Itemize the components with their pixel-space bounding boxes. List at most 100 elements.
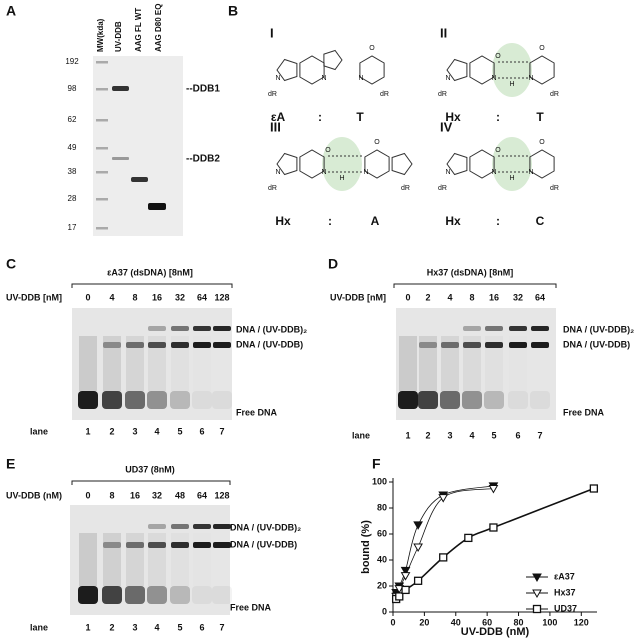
structure-numeral: I	[270, 25, 274, 40]
complex-band	[213, 342, 231, 348]
pairing-highlight	[492, 43, 532, 97]
ring	[276, 152, 298, 176]
atom: O	[495, 53, 501, 60]
band-label: Free DNA	[236, 407, 278, 417]
free-band	[212, 391, 232, 409]
dimer-band	[193, 326, 211, 331]
smear	[103, 336, 121, 391]
concentration: 4	[109, 292, 114, 302]
concentration: 16	[152, 292, 162, 302]
point	[395, 592, 404, 601]
sugar: dR	[380, 91, 389, 98]
concentration: 32	[152, 490, 162, 500]
point	[489, 523, 498, 532]
lane-number: 6	[199, 622, 204, 632]
free-band	[192, 391, 212, 409]
marker-band	[96, 88, 108, 91]
mw-label: 98	[68, 84, 77, 93]
point	[413, 543, 423, 553]
ring	[359, 55, 385, 85]
lane-label: lane	[352, 430, 370, 440]
complex-band	[193, 342, 211, 348]
complex-band	[509, 342, 527, 348]
band	[148, 203, 166, 210]
ring	[529, 55, 555, 85]
free-band	[147, 391, 167, 409]
complex-band	[441, 342, 459, 348]
concentration: 128	[214, 490, 229, 500]
y-axis-label: bound (%)	[360, 520, 372, 574]
x-axis-label: UV-DDB (nM)	[461, 626, 530, 638]
smear	[171, 533, 189, 586]
smear	[148, 336, 166, 391]
sugar: dR	[268, 91, 277, 98]
smear	[171, 336, 189, 391]
lane-number: 3	[132, 426, 137, 436]
band	[112, 157, 129, 160]
smear	[399, 336, 417, 391]
lane-label: lane	[30, 426, 48, 436]
complex-band	[103, 342, 121, 348]
complex-band	[463, 342, 481, 348]
band-label: DNA / (UV-DDB)₂	[236, 324, 307, 334]
pair-label: :	[318, 110, 322, 124]
lane-number: 3	[132, 622, 137, 632]
lane-number: 2	[109, 622, 114, 632]
lane-number: 1	[405, 430, 410, 440]
marker-band	[96, 198, 108, 201]
dimer-band	[213, 524, 231, 529]
x-tick-label: 40	[451, 617, 461, 627]
bracket	[71, 480, 231, 485]
lane-number: 7	[537, 430, 542, 440]
atom: N	[363, 169, 368, 176]
panel-letter: E	[6, 456, 15, 472]
free-band	[125, 391, 145, 409]
complex-band	[171, 342, 189, 348]
structure-numeral: II	[440, 25, 447, 40]
point	[394, 585, 405, 594]
concentration: 32	[175, 292, 185, 302]
atom: N	[445, 75, 450, 82]
ring	[299, 149, 325, 179]
free-band	[440, 391, 460, 409]
pair-label: T	[356, 110, 364, 124]
lane-number: 6	[515, 430, 520, 440]
atom: N	[491, 169, 496, 176]
complex-band	[485, 342, 503, 348]
marker-band	[96, 147, 108, 150]
y-tick-label: 80	[377, 502, 387, 512]
ring	[529, 149, 555, 179]
concentration: 8	[469, 292, 474, 302]
pair-label: T	[536, 110, 544, 124]
bracket	[393, 283, 557, 288]
marker-band	[96, 171, 108, 174]
smear	[463, 336, 481, 391]
mw-label: 192	[65, 57, 79, 66]
atom: N	[528, 169, 533, 176]
marker-band	[96, 119, 108, 122]
pair-label: A	[371, 214, 380, 228]
complex-band	[193, 542, 211, 548]
sugar: dR	[438, 91, 447, 98]
lane-number: 5	[177, 622, 182, 632]
free-band	[484, 391, 504, 409]
band	[131, 177, 148, 182]
pair-label: :	[496, 110, 500, 124]
structure-numeral: III	[270, 119, 281, 134]
pair-label: Hx	[445, 110, 461, 124]
dimer-band	[171, 326, 189, 331]
band-label: --DDB2	[186, 154, 220, 165]
sugar: dR	[438, 185, 447, 192]
sugar: dR	[401, 185, 410, 192]
panel-letter: A	[6, 3, 16, 19]
concentration: 16	[130, 490, 140, 500]
structure-numeral: IV	[440, 119, 453, 134]
gel-title: Hx37 (dsDNA) [8nM]	[427, 267, 514, 277]
concentration: 4	[447, 292, 452, 302]
mw-label: 17	[68, 223, 77, 232]
atom: N	[358, 75, 363, 82]
atom: N	[275, 75, 280, 82]
panel-letter: F	[372, 456, 381, 472]
conc-label: UV-DDB (nM)	[6, 490, 62, 500]
